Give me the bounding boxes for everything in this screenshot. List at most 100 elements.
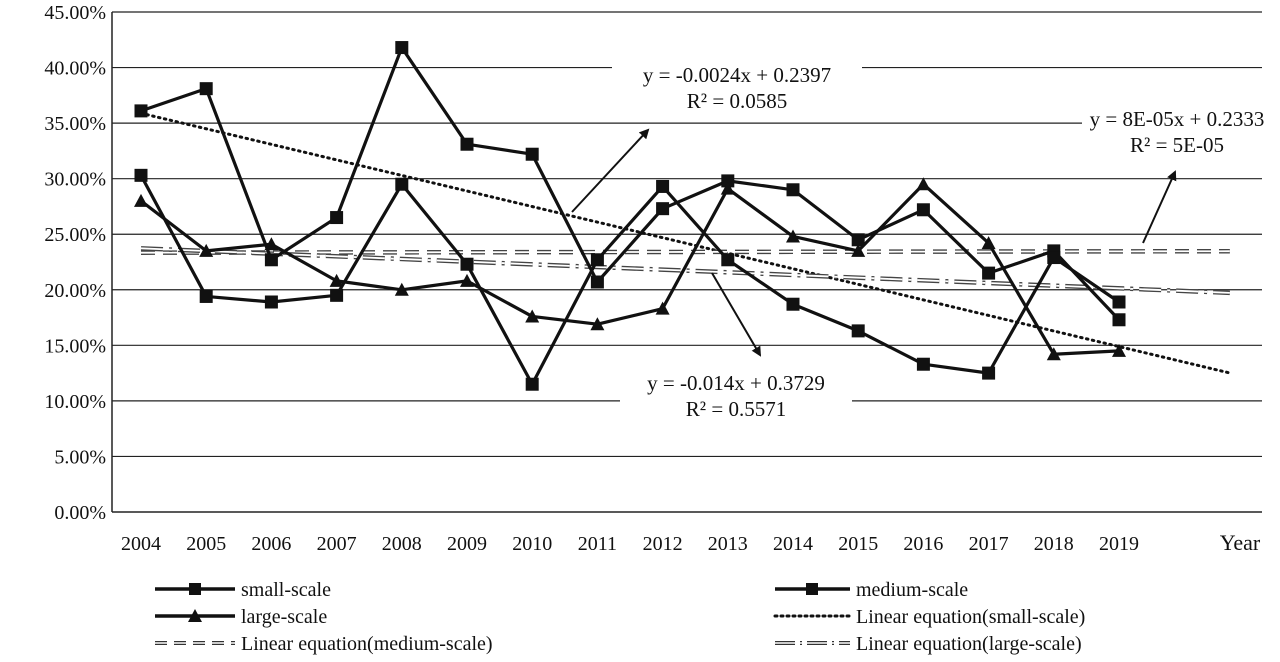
data-point-small-scale <box>460 137 474 151</box>
data-point-large-scale <box>264 237 279 251</box>
data-point-medium-scale <box>134 168 148 182</box>
data-point-small-scale <box>264 253 278 267</box>
data-point-small-scale <box>851 233 865 247</box>
data-point-small-scale <box>656 202 670 216</box>
data-point-large-scale <box>525 309 540 323</box>
y-tick-label: 30.00% <box>44 169 106 191</box>
x-tick-label: 2013 <box>708 533 748 555</box>
data-point-small-scale <box>982 266 996 280</box>
data-point-large-scale <box>329 273 344 287</box>
data-point-small-scale <box>721 174 735 188</box>
y-tick-label: 45.00% <box>44 2 106 24</box>
y-tick-label: 0.00% <box>54 502 106 524</box>
legend-square-marker <box>189 583 201 595</box>
trendline-large-scale-inner <box>140 247 1230 294</box>
data-point-medium-scale <box>395 177 409 191</box>
data-point-small-scale <box>199 82 213 96</box>
data-point-small-scale <box>525 147 539 161</box>
annotation-small-bg <box>620 371 852 427</box>
data-point-small-scale <box>590 275 604 289</box>
legend-item-medium-scale: medium-scale <box>775 579 968 601</box>
data-point-large-scale <box>134 193 148 207</box>
legend-item-linear-medium: Linear equation(medium-scale) <box>155 633 493 655</box>
y-tick-label: 25.00% <box>44 224 106 246</box>
y-tick-label: 5.00% <box>54 446 106 468</box>
legend: small-scale medium-scale large-scale Lin… <box>155 579 1085 655</box>
data-series <box>134 41 1126 391</box>
legend-label-medium-scale: medium-scale <box>856 579 968 601</box>
y-tick-label: 20.00% <box>44 280 106 302</box>
axes <box>111 12 1262 513</box>
y-tick-label: 35.00% <box>44 113 106 135</box>
data-point-large-scale <box>720 181 735 195</box>
annotation-medium-equation: y = 8E-05x + 0.2333 <box>1090 107 1265 131</box>
y-tick-labels: 0.00% 5.00% 10.00% 15.00% 20.00% 25.00% 30.00%… <box>44 2 106 524</box>
series-line-medium-scale <box>139 174 1120 386</box>
x-tick-label: 2006 <box>251 533 291 555</box>
data-point-large-scale <box>786 229 800 243</box>
data-point-medium-scale <box>199 289 213 303</box>
series-large-scale <box>134 177 1126 361</box>
x-tick-labels: 2004 2005 2006 2007 2008 2009 2010 2011 2012 2013… <box>121 533 1139 555</box>
data-point-large-scale <box>981 236 996 250</box>
x-tick-label: 2014 <box>773 533 813 555</box>
legend-square-marker <box>806 583 818 595</box>
arrow-medium-scale-equation <box>1142 170 1177 244</box>
data-point-medium-scale <box>264 295 278 309</box>
x-tick-label: 2010 <box>512 533 552 555</box>
x-axis-title: Year <box>1220 530 1261 555</box>
trendlines <box>139 111 1232 375</box>
arrow-small-scale-equation <box>711 272 762 357</box>
data-point-medium-scale <box>851 324 865 338</box>
legend-item-linear-large: Linear equation(large-scale) <box>775 633 1082 655</box>
y-tick-label: 15.00% <box>44 335 106 357</box>
data-point-medium-scale <box>330 288 344 302</box>
x-tick-label: 2012 <box>643 533 683 555</box>
trendline-small-scale <box>139 111 1232 375</box>
legend-label-large-scale: large-scale <box>241 606 327 628</box>
data-point-large-scale <box>851 243 866 257</box>
data-point-medium-scale <box>916 357 930 371</box>
x-tick-label: 2018 <box>1034 533 1074 555</box>
x-tick-label: 2009 <box>447 533 487 555</box>
data-point-medium-scale <box>1047 251 1061 265</box>
data-point-medium-scale <box>656 179 670 193</box>
data-point-small-scale <box>134 104 148 118</box>
annotation-medium-r2: R² = 5E-05 <box>1130 133 1224 157</box>
data-point-medium-scale <box>460 257 474 271</box>
data-point-small-scale <box>330 211 344 225</box>
legend-item-large-scale: large-scale <box>155 606 327 628</box>
data-point-medium-scale <box>590 253 604 267</box>
legend-label-linear-large: Linear equation(large-scale) <box>856 633 1082 655</box>
annotation-small-r2: R² = 0.5571 <box>686 397 786 421</box>
data-point-small-scale <box>395 41 409 55</box>
series-line-large-scale <box>140 182 1120 356</box>
data-point-large-scale <box>1046 347 1061 361</box>
data-point-medium-scale <box>525 377 539 391</box>
x-tick-label: 2017 <box>969 533 1009 555</box>
data-point-large-scale <box>916 177 931 191</box>
series-line-small-scale <box>140 45 1121 321</box>
data-point-small-scale <box>916 203 930 217</box>
x-tick-label: 2016 <box>903 533 943 555</box>
legend-label-linear-medium: Linear equation(medium-scale) <box>241 633 493 655</box>
legend-triangle-marker <box>188 609 202 622</box>
x-tick-label: 2007 <box>317 533 357 555</box>
annotation-small-equation: y = -0.014x + 0.3729 <box>647 371 825 395</box>
x-tick-label: 2011 <box>578 533 617 555</box>
annotation-large-equation: y = -0.0024x + 0.2397 <box>643 63 831 87</box>
gridlines <box>112 11 1262 458</box>
y-tick-label: 40.00% <box>44 58 106 80</box>
x-tick-label: 2005 <box>186 533 226 555</box>
legend-item-linear-small: Linear equation(small-scale) <box>773 606 1085 628</box>
data-point-small-scale <box>786 183 800 197</box>
legend-label-linear-small: Linear equation(small-scale) <box>856 606 1085 628</box>
legend-item-small-scale: small-scale <box>155 579 331 601</box>
x-tick-label: 2019 <box>1099 533 1139 555</box>
legend-label-small-scale: small-scale <box>241 579 331 601</box>
data-point-medium-scale <box>982 366 996 380</box>
data-point-medium-scale <box>1112 295 1126 309</box>
annotations: y = -0.0024x + 0.2397 R² = 0.0585 y = 8E… <box>612 62 1272 427</box>
data-point-small-scale <box>1112 313 1126 327</box>
arrow-large-scale-equation <box>571 128 650 213</box>
